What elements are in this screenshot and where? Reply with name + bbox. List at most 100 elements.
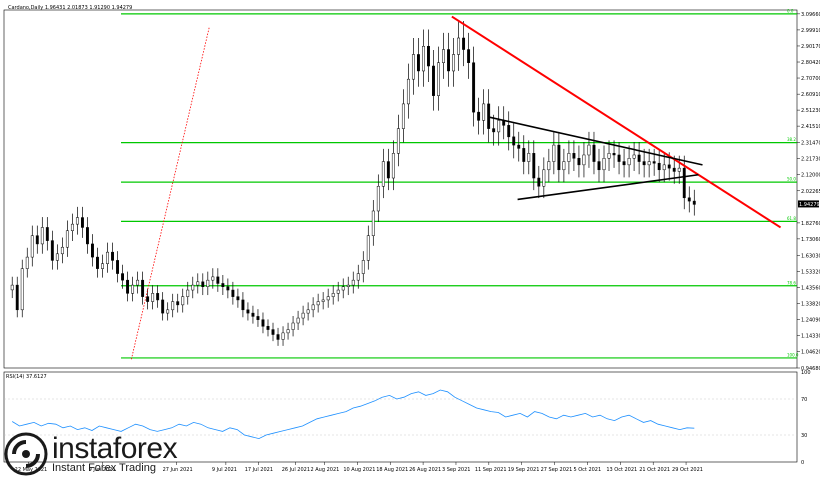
candle-body [682, 167, 686, 199]
candle-body [622, 161, 626, 166]
candle-body [477, 111, 481, 121]
candle-body [146, 296, 150, 302]
candle-body [427, 45, 430, 67]
candle-body [492, 128, 496, 133]
candle-body [687, 197, 691, 202]
candle-body [161, 299, 165, 314]
price-axis-label: 2.12000 [801, 173, 820, 179]
time-axis-label: 5 Oct 2021 [573, 467, 601, 473]
candle-body [206, 279, 210, 288]
candle-body [336, 289, 340, 294]
candle-body [517, 144, 521, 149]
price-axis-label: 1.82760 [801, 221, 820, 227]
candle-body [341, 286, 345, 291]
rsi-axis-label: 100 [801, 370, 811, 376]
candle-body [346, 284, 350, 288]
candle-body [171, 301, 175, 311]
candle-body [211, 276, 215, 281]
time-axis-label: 27 Sep 2021 [541, 467, 573, 473]
candle-body [191, 284, 195, 291]
price-axis-label: 2.31470 [801, 141, 820, 147]
candle-body [487, 103, 491, 129]
candle-body [411, 54, 415, 80]
candle-body [246, 309, 250, 314]
instaforex-logo [4, 432, 180, 476]
time-axis-label: 21 Oct 2021 [639, 467, 670, 473]
candle-body [186, 289, 190, 297]
candle-body [452, 54, 456, 72]
candle-body [55, 253, 59, 261]
candle-body [50, 240, 54, 261]
time-axis-label: 27 Jun 2021 [163, 467, 193, 473]
candle-body [577, 158, 581, 166]
candle-body [60, 246, 64, 255]
candle-body [331, 293, 335, 297]
candle-body [231, 289, 235, 297]
time-axis-label: 2 Aug 2021 [310, 467, 339, 473]
candle-body [241, 299, 245, 311]
candle-body [121, 273, 125, 281]
rsi-axis-label: 30 [801, 433, 807, 439]
candle-body [30, 235, 34, 258]
candle-body [371, 210, 375, 236]
candle-body [406, 78, 410, 105]
candle-body [592, 144, 596, 162]
candle-body [45, 227, 49, 241]
candle-body [587, 144, 591, 156]
candle-body [386, 161, 390, 179]
candle-body [311, 304, 315, 311]
candle-body [547, 161, 551, 171]
candle-body [226, 286, 230, 291]
price-axis-label: 1.53320 [801, 269, 820, 275]
candle-body [251, 312, 255, 317]
candle-body [85, 227, 89, 245]
candle-body [256, 316, 260, 320]
candle-body [582, 154, 586, 166]
candle-body [141, 279, 145, 297]
candle-body [447, 49, 450, 72]
price-axis-label: 2.70700 [801, 76, 820, 82]
price-axis-label: 2.99910 [801, 28, 820, 34]
time-axis-label: 13 Oct 2021 [606, 467, 637, 473]
trendline-red-dotted [130, 26, 210, 360]
price-axis-label: 2.41510 [801, 124, 820, 130]
current-price-tag [798, 200, 819, 208]
time-axis-label: 29 Oct 2021 [672, 467, 703, 473]
current-price-label: 1.94279 [799, 202, 820, 208]
candle-body [291, 322, 295, 330]
trendline-triangle-lower [517, 173, 699, 201]
time-axis-label: 9 Jul 2021 [212, 467, 237, 473]
fib-level-label: 0.0 [787, 8, 794, 13]
candle-body [196, 281, 200, 286]
candle-body [462, 37, 466, 50]
rsi-pane-frame [3, 371, 798, 463]
fib-level-label: 38.2 [787, 137, 796, 142]
candle-body [522, 148, 526, 162]
chart-title: Cardano,Daily 1.96431 2.01873 1.91290 1.… [8, 5, 133, 11]
candle-body [296, 317, 300, 324]
candle-body [316, 301, 320, 306]
fib-level-label: 50.0 [787, 177, 796, 182]
candle-body [647, 161, 651, 166]
candle-body [181, 296, 185, 306]
rsi-axis-label: 0 [801, 460, 804, 466]
price-axis-label: 1.43560 [801, 285, 820, 291]
candle-body [507, 125, 511, 138]
candle-body [131, 284, 135, 294]
candle-body [236, 296, 240, 301]
candle-body [91, 243, 94, 258]
candle-body [126, 279, 130, 294]
brand-tagline: Instant Forex Trading [52, 462, 156, 474]
price-axis-label: 2.51230 [801, 108, 820, 114]
time-axis-label: 3 Sep 2021 [442, 467, 471, 473]
candle-body [657, 162, 661, 171]
brand-name: instaforex [52, 432, 178, 465]
candle-body [542, 169, 546, 187]
candle-body [136, 279, 140, 286]
candle-body [35, 235, 39, 245]
price-axis-label: 1.14330 [801, 334, 820, 340]
time-axis-label: 19 Sep 2021 [508, 467, 540, 473]
price-pane-frame [3, 9, 798, 369]
candle-body [457, 37, 461, 55]
